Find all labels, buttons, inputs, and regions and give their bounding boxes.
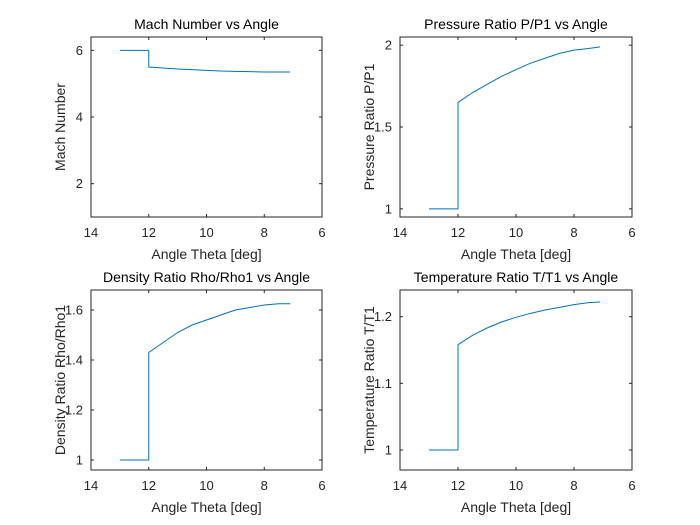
x-axis-label: Angle Theta [deg]	[151, 246, 261, 262]
subplot-1: 14 12 10 8 6 2 4 6 Mach Number vs Angle Angle The…	[52, 16, 326, 262]
y-axis-label: Pressure Ratio P/P1	[361, 63, 377, 190]
y-tick-label: 1.2	[374, 309, 392, 324]
y-tick-label: 2	[385, 38, 392, 53]
x-tick-label: 14	[393, 478, 407, 493]
x-tick-label: 10	[509, 478, 523, 493]
x-tick-label: 14	[393, 225, 407, 240]
x-tick-label: 6	[628, 225, 635, 240]
y-tick-label: 1.6	[65, 303, 83, 318]
x-axis-label: Angle Theta [deg]	[461, 246, 571, 262]
axes-box	[90, 289, 323, 471]
x-tick-label: 10	[199, 478, 213, 493]
y-axis-label: Mach Number	[52, 83, 68, 171]
x-tick-label: 12	[451, 225, 465, 240]
x-tick-label: 6	[318, 478, 325, 493]
y-tick-label: 1	[385, 443, 392, 458]
x-axis-label: Angle Theta [deg]	[461, 499, 571, 515]
axes-box	[399, 36, 633, 218]
y-tick-label: 1	[76, 453, 83, 468]
y-axis-label: Density Ratio Rho/Rho1	[52, 305, 68, 455]
subplot-2: 14 12 10 8 6 1 1.5 2 Pressure Ratio P/P1 vs Angl…	[361, 16, 636, 262]
y-tick-label: 2	[76, 176, 83, 191]
y-axis-label: Temperature Ratio T/T1	[361, 306, 377, 454]
y-tick-label: 1.2	[65, 403, 83, 418]
series-line	[119, 303, 291, 461]
chart-title: Temperature Ratio T/T1 vs Angle	[414, 269, 619, 285]
x-tick-label: 12	[451, 478, 465, 493]
series-line	[119, 49, 291, 73]
chart-title: Pressure Ratio P/P1 vs Angle	[424, 16, 608, 32]
y-tick-label: 1.1	[374, 376, 392, 391]
x-axis-label: Angle Theta [deg]	[151, 499, 261, 515]
x-tick-label: 12	[142, 478, 156, 493]
y-tick-label: 6	[76, 43, 83, 58]
chart-title: Density Ratio Rho/Rho1 vs Angle	[103, 269, 310, 285]
chart-title: Mach Number vs Angle	[134, 16, 279, 32]
series-line	[429, 301, 601, 451]
x-tick-label: 12	[142, 225, 156, 240]
x-tick-label: 6	[628, 478, 635, 493]
x-tick-label: 14	[84, 225, 98, 240]
axes-box	[90, 36, 323, 218]
y-tick-label: 1	[385, 201, 392, 216]
y-tick-label: 4	[76, 110, 83, 125]
x-tick-label: 8	[570, 225, 577, 240]
x-tick-label: 8	[261, 478, 268, 493]
x-tick-label: 10	[509, 225, 523, 240]
series-line	[429, 46, 601, 210]
x-tick-label: 10	[199, 225, 213, 240]
x-tick-label: 6	[318, 225, 325, 240]
y-tick-label: 1.4	[65, 353, 83, 368]
x-tick-label: 14	[84, 478, 98, 493]
x-tick-label: 8	[570, 478, 577, 493]
subplot-4: 14 12 10 8 6 1 1.1 1.2 Temperature Ratio T/T1 vs…	[361, 269, 636, 515]
x-tick-label: 8	[261, 225, 268, 240]
y-tick-label: 1.5	[374, 120, 392, 135]
